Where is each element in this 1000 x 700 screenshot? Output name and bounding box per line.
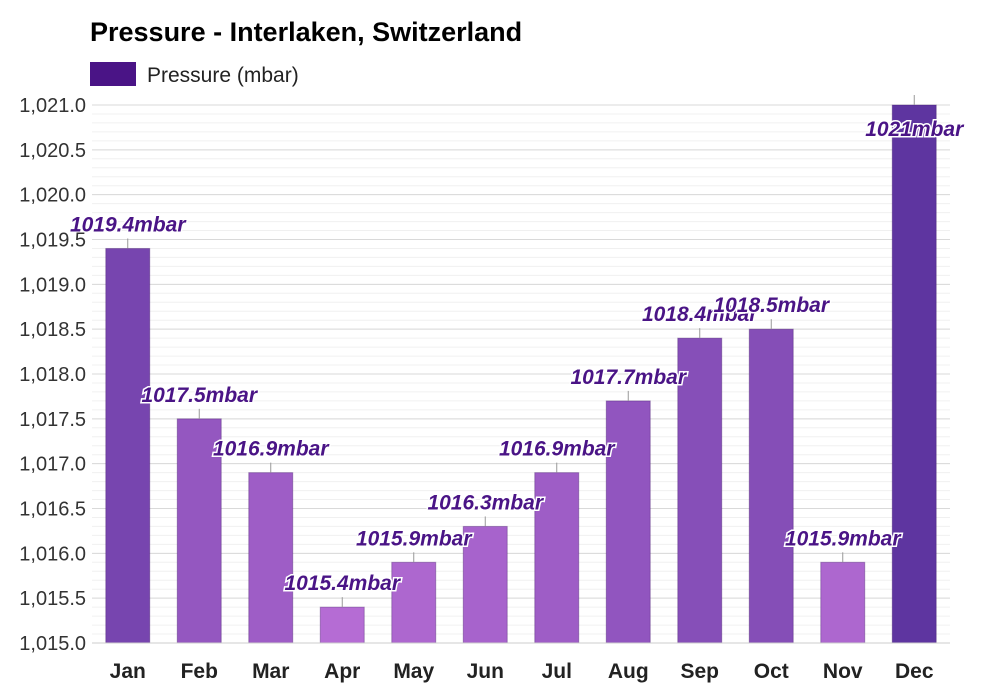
x-tick-label: Apr: [324, 660, 360, 683]
y-tick-label: 1,020.0: [19, 185, 86, 207]
bar-mar: [248, 472, 294, 644]
x-tick-label: May: [393, 660, 434, 683]
bar-dec: [891, 104, 937, 644]
bar-jan: [105, 247, 151, 644]
chart-title: Pressure - Interlaken, Switzerland: [90, 17, 522, 47]
y-tick-label: 1,018.5: [19, 319, 86, 341]
bar-layer: [105, 104, 937, 644]
data-label: 1018.4mbar: [642, 303, 759, 326]
y-tick-label: 1,015.0: [19, 633, 86, 655]
x-tick-label: Jul: [542, 660, 572, 683]
x-tick-label: Aug: [608, 660, 649, 683]
bar-oct: [748, 328, 794, 644]
x-tick-label: Jun: [467, 660, 504, 683]
data-label: 1015.9mbar: [785, 527, 902, 550]
data-label: 1015.4mbar: [284, 572, 401, 595]
bar-aug: [605, 400, 651, 644]
x-tick-label: Jan: [110, 660, 146, 683]
y-tick-label: 1,016.0: [19, 543, 86, 565]
bar-may: [391, 561, 437, 644]
x-tick-label: Dec: [895, 660, 934, 683]
x-tick-label: Sep: [680, 660, 719, 683]
data-label: 1015.9mbar: [356, 527, 473, 550]
y-tick-label: 1,015.5: [19, 588, 86, 610]
bar-jun: [462, 525, 508, 644]
data-label: 1019.4mbar: [70, 213, 187, 236]
legend-label: Pressure (mbar): [147, 64, 299, 87]
x-tick-label: Feb: [181, 660, 218, 683]
bar-feb: [176, 418, 222, 644]
x-tick-label: Mar: [252, 660, 289, 683]
data-label: 1017.5mbar: [141, 384, 258, 407]
data-label-layer: 1019.4mbar 1017.5mbar 1016.9mbar 1015.4mbar…: [68, 95, 967, 608]
y-tick-label: 1,017.0: [19, 454, 86, 476]
bar-nov: [820, 561, 866, 644]
y-tick-label: 1,020.5: [19, 140, 86, 162]
bar-jul: [534, 472, 580, 644]
y-tick-label: 1,016.5: [19, 499, 86, 521]
y-tick-label: 1,018.0: [19, 364, 86, 386]
axis-layer: 1,015.0 1,015.5 1,016.0 1,016.5 1,017.0 1,017…: [19, 95, 950, 683]
y-tick-label: 1,017.5: [19, 409, 86, 431]
data-label: 1016.9mbar: [499, 438, 616, 461]
bar-sep: [677, 337, 723, 644]
data-label: 1016.3mbar: [427, 491, 544, 514]
data-label: 1016.9mbar: [213, 438, 330, 461]
y-tick-label: 1,021.0: [19, 95, 86, 117]
bar-apr: [319, 606, 365, 644]
y-tick-label: 1,019.5: [19, 230, 86, 252]
x-tick-label: Nov: [823, 660, 863, 683]
y-tick-label: 1,019.0: [19, 274, 86, 296]
legend-swatch: [90, 62, 136, 86]
data-label: 1018.5mbar: [713, 294, 830, 317]
x-tick-label: Oct: [754, 660, 789, 683]
data-label: 1017.7mbar: [570, 366, 687, 389]
data-label: 1021mbar: [865, 118, 965, 141]
grid-layer: [92, 104, 950, 644]
